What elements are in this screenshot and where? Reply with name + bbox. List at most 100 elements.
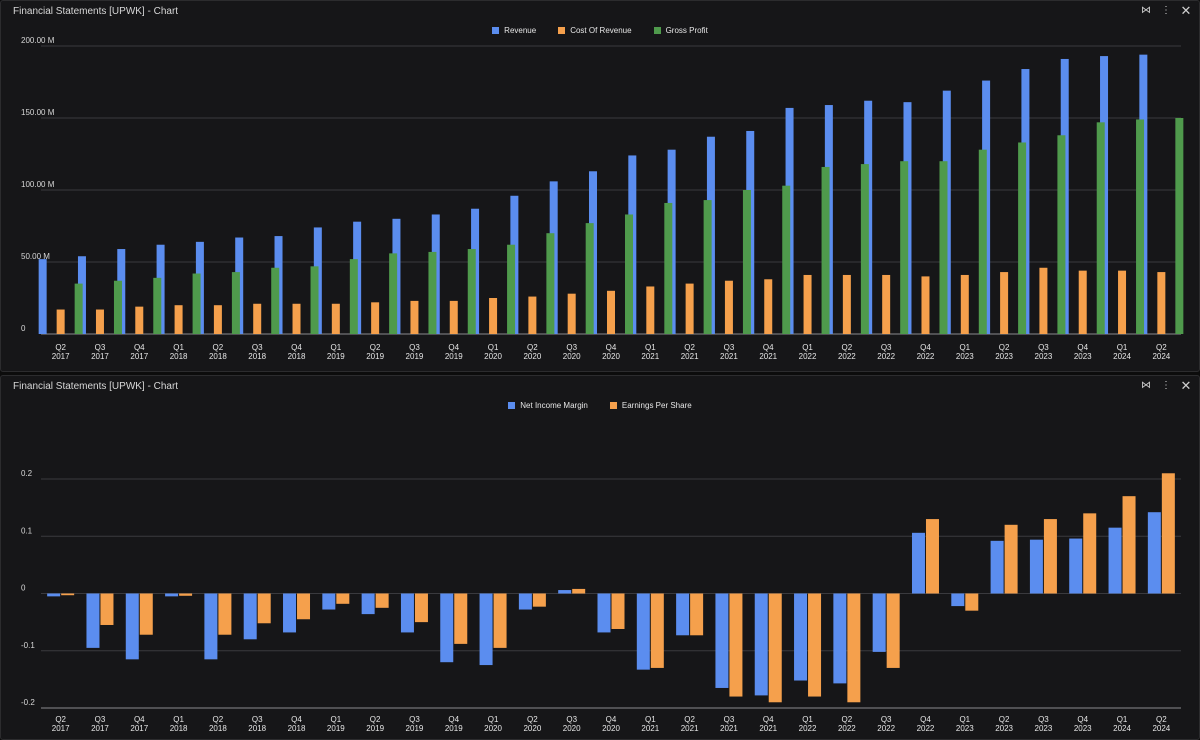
bar-gross-profit (153, 277, 162, 334)
kebab-menu-icon[interactable]: ⋮ (1161, 380, 1171, 391)
bar-net-income-margin (636, 593, 650, 670)
bar-net-income-margin (833, 593, 847, 684)
bar-cost-of-revenue (1078, 270, 1087, 334)
legend-item-cost-of-revenue[interactable]: Cost Of Revenue (558, 26, 632, 35)
bar-earnings-per-share (690, 593, 704, 636)
y-tick-label: 0 (21, 324, 26, 333)
bar-earnings-per-share (965, 593, 979, 611)
legend-item-revenue[interactable]: Revenue (492, 26, 536, 35)
legend-swatch (492, 27, 500, 34)
x-tick-label: Q4 2021 (759, 343, 777, 361)
bar-cost-of-revenue (607, 290, 615, 334)
bar-cost-of-revenue (724, 280, 733, 334)
bar-cost-of-revenue (410, 300, 419, 334)
x-tick-label: Q1 2019 (327, 715, 345, 733)
bar-gross-profit (1018, 142, 1027, 334)
bar-gross-profit (742, 190, 751, 334)
bar-gross-profit (310, 266, 319, 334)
bar-gross-profit (1096, 122, 1105, 334)
legend-item-gross-profit[interactable]: Gross Profit (653, 26, 708, 35)
bar-net-income-margin (1029, 539, 1043, 594)
bar-net-income-margin (86, 593, 100, 648)
bar-gross-profit (900, 161, 909, 334)
panel-controls: ⋈ ⋮ ✕ (1139, 379, 1193, 393)
bar-gross-profit (271, 267, 280, 334)
bar-cost-of-revenue (803, 274, 812, 334)
bar-earnings-per-share (768, 593, 782, 703)
x-tick-label: Q2 2021 (681, 343, 699, 361)
x-tick-label: Q2 2020 (523, 715, 541, 733)
x-tick-label: Q4 2021 (759, 715, 777, 733)
bar-earnings-per-share (925, 519, 939, 594)
revenue-bar-chart: 0 50.00 M 100.00 M 150.00 M 200.00 M Q2 2017 Q3… (21, 36, 1184, 361)
bar-net-income-margin (911, 532, 925, 594)
bar-gross-profit (113, 280, 122, 334)
bar-net-income-margin (558, 590, 572, 594)
bar-earnings-per-share (297, 593, 311, 620)
bar-gross-profit (428, 251, 437, 334)
bar-cost-of-revenue (449, 300, 458, 334)
bar-earnings-per-share (454, 593, 468, 644)
legend-swatch (558, 27, 566, 34)
bar-earnings-per-share (847, 593, 861, 703)
y-tick-label: 200.00 M (21, 36, 55, 45)
bar-cost-of-revenue (371, 302, 380, 334)
bar-gross-profit (192, 273, 201, 334)
bar-net-income-margin (440, 593, 454, 663)
bar-cost-of-revenue (567, 293, 576, 334)
legend-swatch (653, 27, 661, 34)
x-tick-label: Q2 2023 (995, 715, 1013, 733)
x-tick-label: Q2 2020 (523, 343, 541, 361)
panel-title: Financial Statements [UPWK] - Chart (13, 6, 179, 17)
legend-label: Earnings Per Share (621, 401, 692, 410)
bar-net-income-margin (322, 593, 336, 610)
legend-swatch (508, 402, 516, 409)
bar-gross-profit (782, 185, 791, 334)
y-tick-label: 0 (21, 584, 26, 593)
bar-net-income-margin (361, 593, 375, 615)
bar-earnings-per-share (808, 593, 822, 697)
bar-cost-of-revenue (842, 274, 851, 334)
x-tick-label: Q4 2022 (917, 343, 935, 361)
bar-cost-of-revenue (528, 296, 537, 334)
x-tick-label: Q3 2018 (248, 343, 266, 361)
x-tick-label: Q3 2018 (248, 715, 266, 733)
bar-net-income-margin (676, 593, 690, 636)
bar-earnings-per-share (1122, 496, 1136, 594)
collapse-arrows-icon[interactable]: ⋈ (1141, 380, 1151, 391)
close-x-icon[interactable]: ✕ (1180, 378, 1192, 393)
x-tick-label: Q3 2019 (406, 343, 424, 361)
bar-cost-of-revenue (213, 305, 222, 334)
x-tick-label: Q4 2023 (1074, 715, 1092, 733)
legend-item-earnings-per-share[interactable]: Earnings Per Share (609, 401, 692, 410)
x-tick-label: Q2 2024 (1152, 343, 1170, 361)
bar-net-income-margin (1069, 538, 1083, 594)
bar-net-income-margin (794, 593, 808, 681)
bar-gross-profit (389, 253, 398, 334)
bar-earnings-per-share (650, 593, 664, 668)
x-tick-label: Q4 2017 (130, 343, 148, 361)
bar-net-income-margin (400, 593, 414, 633)
bar-net-income-margin (479, 593, 493, 666)
collapse-arrows-icon[interactable]: ⋈ (1141, 5, 1151, 16)
x-tick-label: Q1 2020 (484, 715, 502, 733)
bar-earnings-per-share (336, 593, 350, 604)
legend-label: Cost Of Revenue (570, 26, 632, 35)
bar-earnings-per-share (179, 593, 193, 596)
bar-cost-of-revenue (174, 305, 183, 334)
bar-gross-profit (546, 233, 555, 334)
bar-gross-profit (1057, 135, 1066, 334)
x-tick-label: Q2 2021 (681, 715, 699, 733)
bar-earnings-per-share (139, 593, 153, 635)
legend-item-net-income-margin[interactable]: Net Income Margin (508, 401, 588, 410)
bar-earnings-per-share (886, 593, 900, 668)
bar-earnings-per-share (61, 593, 75, 596)
close-x-icon[interactable]: ✕ (1180, 3, 1192, 18)
panel-title: Financial Statements [UPWK] - Chart (13, 381, 179, 392)
kebab-menu-icon[interactable]: ⋮ (1161, 5, 1171, 16)
bar-cost-of-revenue (921, 276, 930, 334)
bar-cost-of-revenue (253, 303, 262, 334)
x-tick-label: Q1 2018 (170, 715, 188, 733)
bar-cost-of-revenue (685, 283, 694, 334)
x-tick-label: Q1 2019 (327, 343, 345, 361)
